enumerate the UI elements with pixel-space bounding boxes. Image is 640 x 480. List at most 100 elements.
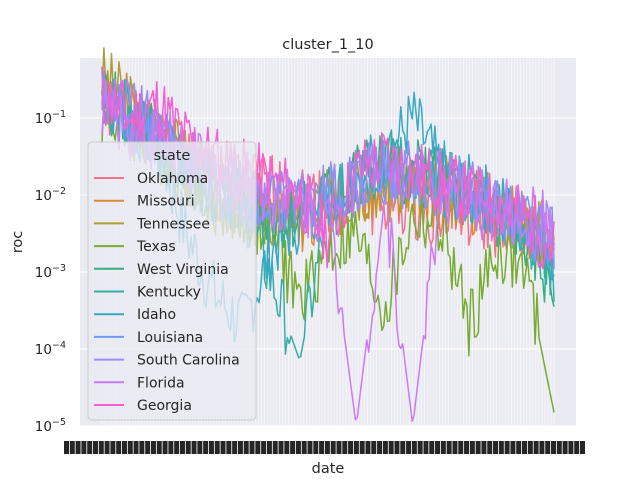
legend-entries: Oklahoma Missouri Tennessee Texas West Virgi… [94,171,240,414]
x-tick-label [400,441,406,454]
legend-label: Georgia [137,398,192,414]
x-tick-label [429,441,435,454]
legend-label: Tennessee [136,216,210,232]
x-tick-label [139,441,145,454]
x-tick-label [417,441,423,454]
x-tick-label [237,441,243,454]
x-tick-label [104,441,110,454]
y-tick-exponent: −5 [52,417,66,428]
legend-label: Idaho [137,307,176,323]
legend-label: Texas [136,239,176,255]
x-tick-label [394,441,400,454]
x-tick-label [533,441,539,454]
x-tick-label [359,441,365,454]
x-tick-label [568,441,574,454]
x-tick-label [98,441,104,454]
x-tick-label [324,441,330,454]
x-tick-label [458,441,464,454]
x-tick-label [336,441,342,454]
chart-title: cluster_1_10 [282,37,374,53]
x-tick-label [226,441,232,454]
x-tick-label [469,441,475,454]
y-tick-labels: 10−1 10−2 10−3 10−4 10−5 [35,109,66,435]
x-tick-label [464,441,470,454]
x-tick-label [232,441,238,454]
x-tick-label [197,441,203,454]
x-tick-label [406,441,412,454]
x-tick-label [307,441,313,454]
x-tick-label [330,441,336,454]
legend-label: West Virginia [137,262,229,278]
legend-box [87,141,257,421]
legend-label: Missouri [137,194,195,210]
x-tick-label [92,441,98,454]
x-tick-label [411,441,417,454]
x-axis-label: date [312,461,345,477]
series-line [101,78,555,422]
x-tick-label [168,441,174,454]
x-tick-label [342,441,348,454]
x-tick-label [203,441,209,454]
x-tick-label [556,441,562,454]
x-tick-label [446,441,452,454]
x-tick-label [145,441,151,454]
x-tick-label [562,441,568,454]
y-tick-exponent: −4 [52,340,66,351]
x-tick-label [319,441,325,454]
y-tick-label: 10−4 [35,340,66,358]
x-tick-label [475,441,481,454]
x-tick-label [69,441,75,454]
x-tick-label [249,441,255,454]
x-tick-label [377,441,383,454]
x-tick-label [539,441,545,454]
x-tick-label [353,441,359,454]
x-tick-label [110,441,116,454]
x-tick-label [220,441,226,454]
x-tick-label [510,441,516,454]
x-tick-label [191,441,197,454]
x-tick-label [545,441,551,454]
x-tick-label [365,441,371,454]
series-line [101,66,555,270]
x-tick-label [301,441,307,454]
x-tick-label [435,441,441,454]
x-tick-label [348,441,354,454]
x-tick-label [179,441,185,454]
x-tick-label [133,441,139,454]
y-tick-exponent: −3 [52,263,66,274]
x-tick-label [551,441,557,454]
x-tick-label [290,441,296,454]
x-tick-label [493,441,499,454]
legend-label: Louisiana [137,330,203,346]
x-tick-label [266,441,272,454]
x-tick-label [64,441,69,454]
x-tick-label [371,441,377,454]
legend: state Oklahoma Missouri Tennessee Texas West… [87,141,257,421]
x-tick-label [487,441,493,454]
x-tick-label [527,441,533,454]
x-tick-label [150,441,156,454]
y-tick-exponent: −1 [52,109,66,120]
x-tick-label [255,441,261,454]
x-tick-label [81,441,87,454]
x-tick-label [278,441,284,454]
x-tick-label [121,441,127,454]
y-tick-label: 10−5 [35,417,66,435]
x-tick-label [156,441,162,454]
x-tick-label [127,441,133,454]
x-tick-label [214,441,220,454]
x-tick-label [580,441,585,454]
x-tick-label [388,441,394,454]
y-tick-label: 10−3 [35,263,66,281]
x-tick-label [452,441,458,454]
y-tick-exponent: −2 [52,186,66,197]
x-tick-label [504,441,510,454]
x-tick-label [243,441,249,454]
x-tick-label [185,441,191,454]
x-tick-label [116,441,122,454]
x-tick-label [174,441,180,454]
y-axis-label: roc [10,231,26,254]
x-tick-label [574,441,580,454]
x-tick-label [440,441,446,454]
x-tick-label [87,441,93,454]
